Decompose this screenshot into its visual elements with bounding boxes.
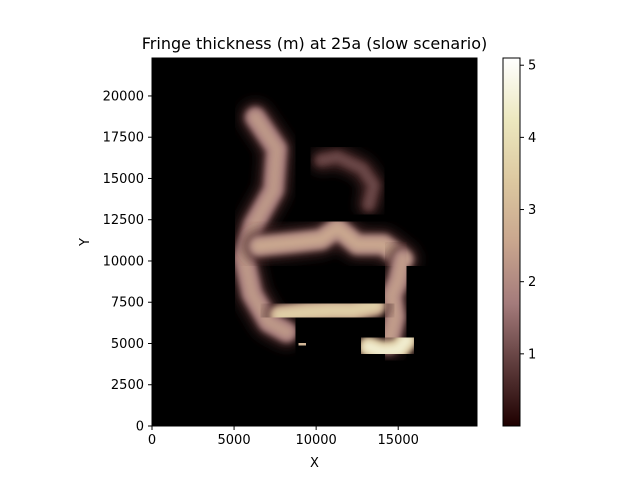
heatmap-region-south-band: [264, 290, 391, 331]
y-tick-label: 12500: [103, 213, 144, 228]
region-core: [363, 334, 412, 358]
y-tick-label: 10000: [103, 254, 144, 269]
heatmap-region-north-east-patch: [310, 146, 385, 216]
y-tick-label: 0: [136, 420, 144, 435]
colorbar-frame: [502, 57, 521, 427]
heatmap-region-east-arm: [372, 243, 419, 359]
region-core: [295, 339, 309, 350]
y-tick-label: 17500: [103, 131, 144, 146]
plot-frame: [151, 57, 478, 427]
region-core: [382, 253, 409, 349]
x-tick-label: 15000: [378, 433, 419, 448]
y-tick-label: 20000: [103, 89, 144, 104]
x-axis-label: X: [310, 456, 319, 471]
y-tick-label: 15000: [103, 172, 144, 187]
colorbar-ticks: 1 2 3 4 5: [520, 59, 536, 362]
region-core: [274, 300, 381, 321]
y-tick-label: 2500: [111, 378, 144, 393]
colorbar-tick-label: 5: [528, 59, 536, 74]
x-tick-label: 10000: [295, 433, 336, 448]
colorbar-tick-label: 4: [528, 131, 536, 146]
x-axis-ticks: 0 5000 10000 15000: [148, 426, 419, 448]
region-core: [253, 222, 409, 265]
chart-title: Fringe thickness (m) at 25a (slow scenar…: [142, 34, 487, 53]
y-axis-ticks: 0 2500 5000 7500 10000 12500 15000 17500 20000: [103, 89, 152, 435]
plot-area: [152, 58, 477, 426]
y-axis-label: Y: [78, 238, 93, 247]
colorbar: [503, 58, 520, 426]
colorbar-tick-label: 1: [528, 347, 536, 362]
x-tick-label: 0: [148, 433, 156, 448]
heatmap-region-south-west-blob: [285, 329, 319, 360]
x-tick-label: 5000: [218, 433, 251, 448]
colorbar-tick-label: 3: [528, 203, 536, 218]
y-tick-label: 5000: [111, 337, 144, 352]
heatmap-regions: [228, 101, 422, 368]
colorbar-tick-label: 2: [528, 275, 536, 290]
y-tick-label: 7500: [111, 296, 144, 311]
heatmap-region-north-band: [243, 212, 419, 275]
region-core: [319, 155, 376, 207]
heatmap-region-south-east-lobe: [353, 324, 422, 368]
